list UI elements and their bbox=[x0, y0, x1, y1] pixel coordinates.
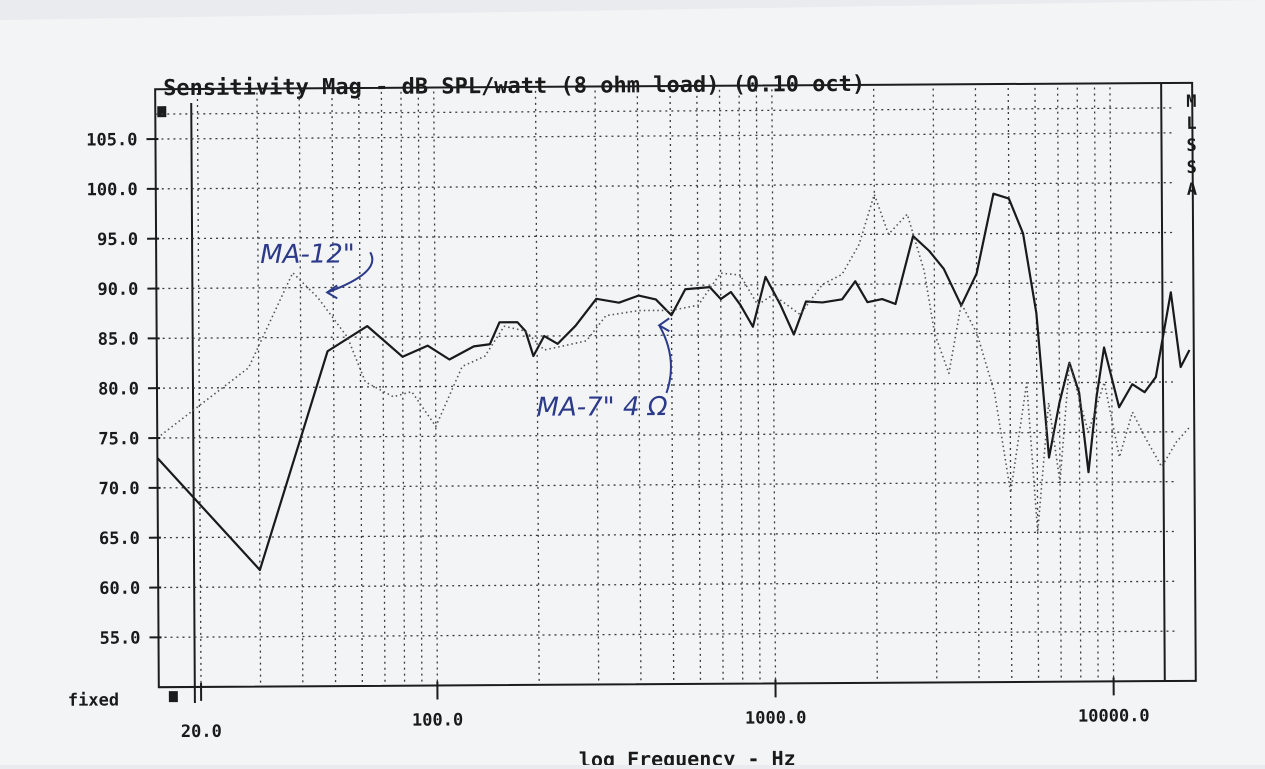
y-tick-label: 85.0 bbox=[98, 329, 139, 349]
x-tick-label: 1000.0 bbox=[745, 708, 807, 728]
side-label-letter: A bbox=[1187, 180, 1197, 200]
y-tick-label: 70.0 bbox=[99, 479, 140, 499]
x-tick-label: 100.0 bbox=[412, 710, 463, 730]
y-tick-label: 105.0 bbox=[86, 130, 137, 150]
y-tick-label: 95.0 bbox=[97, 230, 138, 250]
y-bottom-label: fixed bbox=[68, 690, 119, 710]
bottom-corner-marker bbox=[169, 691, 178, 702]
y-tick-label: 65.0 bbox=[99, 529, 140, 549]
annotation-text: MA-7" 4 Ω bbox=[536, 392, 667, 423]
y-tick-label: 80.0 bbox=[98, 379, 139, 399]
side-label-letter: S bbox=[1187, 158, 1197, 178]
x-axis-label: log Frequency - Hz bbox=[579, 746, 796, 765]
top-corner-marker bbox=[157, 106, 166, 117]
side-label-letter: M bbox=[1186, 92, 1196, 112]
side-label-letter: S bbox=[1186, 136, 1196, 156]
y-tick-label: 55.0 bbox=[99, 628, 140, 648]
x-tick-label: 20.0 bbox=[181, 722, 222, 742]
y-tick-label: 75.0 bbox=[98, 429, 139, 449]
y-tick-label: 100.0 bbox=[87, 180, 138, 200]
y-tick-label: 90.0 bbox=[97, 280, 138, 300]
y-tick-label: 60.0 bbox=[99, 579, 140, 599]
x-tick-label: 10000.0 bbox=[1078, 706, 1150, 726]
annotation-text: MA-12" bbox=[260, 239, 355, 270]
side-label-letter: L bbox=[1186, 114, 1196, 134]
